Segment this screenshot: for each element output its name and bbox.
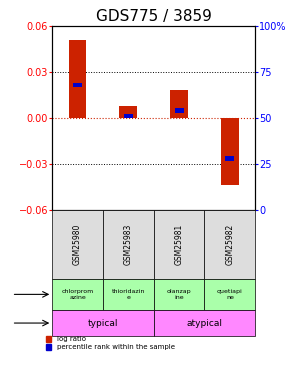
Bar [175,108,184,113]
Text: chlorprom
azine: chlorprom azine [61,289,94,300]
FancyBboxPatch shape [154,310,255,336]
FancyBboxPatch shape [52,310,154,336]
Bar [69,40,86,118]
Text: GSM25982: GSM25982 [225,224,234,265]
Text: GSM25980: GSM25980 [73,224,82,265]
Text: GSM25981: GSM25981 [175,224,184,265]
Bar [225,156,234,160]
FancyBboxPatch shape [52,210,103,279]
Text: quetiapi
ne: quetiapi ne [217,289,243,300]
FancyBboxPatch shape [103,279,154,310]
Bar [119,106,137,118]
Bar [124,114,133,118]
Bar [221,118,239,185]
FancyBboxPatch shape [204,279,255,310]
Title: GDS775 / 3859: GDS775 / 3859 [96,9,212,24]
Bar [170,90,188,118]
Text: GSM25983: GSM25983 [124,224,133,265]
Bar [73,82,82,87]
FancyBboxPatch shape [154,210,204,279]
FancyBboxPatch shape [154,279,204,310]
Legend: log ratio, percentile rank within the sample: log ratio, percentile rank within the sa… [46,336,175,351]
Text: typical: typical [88,318,118,327]
FancyBboxPatch shape [52,279,103,310]
Text: thioridazin
e: thioridazin e [112,289,145,300]
Text: olanzap
ine: olanzap ine [167,289,191,300]
FancyBboxPatch shape [204,210,255,279]
FancyBboxPatch shape [103,210,154,279]
Text: atypical: atypical [186,318,222,327]
